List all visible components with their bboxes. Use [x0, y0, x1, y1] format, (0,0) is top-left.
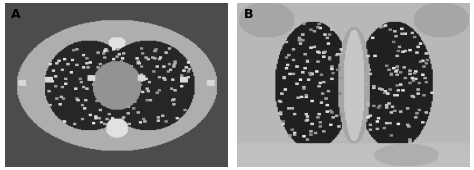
Text: B: B: [244, 8, 254, 21]
Text: A: A: [11, 8, 21, 21]
